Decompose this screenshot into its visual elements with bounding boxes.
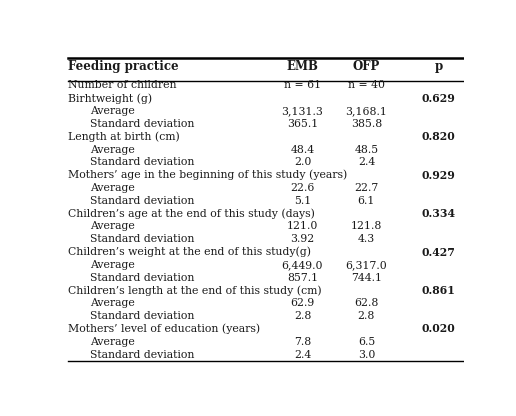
Text: Standard deviation: Standard deviation [90,311,194,321]
Text: Mothers’ level of education (years): Mothers’ level of education (years) [68,324,260,334]
Text: Standard deviation: Standard deviation [90,272,194,282]
Text: 48.4: 48.4 [291,144,315,154]
Text: 22.6: 22.6 [291,183,315,193]
Text: 5.1: 5.1 [294,196,311,206]
Text: Average: Average [90,260,135,270]
Text: n = 61: n = 61 [284,80,321,90]
Text: 0.020: 0.020 [422,323,455,334]
Text: 0.629: 0.629 [422,93,455,104]
Text: Children’s length at the end of this study (cm): Children’s length at the end of this stu… [68,285,321,296]
Text: 385.8: 385.8 [351,119,382,129]
Text: Number of children: Number of children [68,80,176,90]
Text: 2.4: 2.4 [358,157,375,167]
Text: 0.820: 0.820 [422,131,455,142]
Text: Average: Average [90,183,135,193]
Text: Average: Average [90,144,135,154]
Text: 857.1: 857.1 [287,272,318,282]
Text: 2.8: 2.8 [294,311,311,321]
Text: Standard deviation: Standard deviation [90,119,194,129]
Text: 0.427: 0.427 [422,247,455,258]
Text: 4.3: 4.3 [358,234,375,244]
Text: 3.92: 3.92 [291,234,315,244]
Text: 62.9: 62.9 [291,298,315,308]
Text: 744.1: 744.1 [351,272,382,282]
Text: 2.4: 2.4 [294,349,311,359]
Text: 0.334: 0.334 [422,208,456,219]
Text: EMB: EMB [286,60,318,74]
Text: 22.7: 22.7 [354,183,379,193]
Text: 62.8: 62.8 [354,298,379,308]
Text: 48.5: 48.5 [354,144,379,154]
Text: 3,168.1: 3,168.1 [346,106,388,116]
Text: Children’s weight at the end of this study(g): Children’s weight at the end of this stu… [68,247,311,258]
Text: 121.0: 121.0 [287,221,318,231]
Text: 6,317.0: 6,317.0 [346,260,388,270]
Text: 2.0: 2.0 [294,157,311,167]
Text: Standard deviation: Standard deviation [90,349,194,359]
Text: 6.1: 6.1 [358,196,375,206]
Text: OFP: OFP [353,60,380,74]
Text: p: p [434,60,443,74]
Text: Average: Average [90,221,135,231]
Text: 3,131.3: 3,131.3 [282,106,324,116]
Text: 365.1: 365.1 [287,119,318,129]
Text: 0.929: 0.929 [422,170,455,181]
Text: Average: Average [90,337,135,347]
Text: 3.0: 3.0 [358,349,375,359]
Text: Feeding practice: Feeding practice [68,60,179,74]
Text: 2.8: 2.8 [358,311,375,321]
Text: Birhtweight (g): Birhtweight (g) [68,93,152,104]
Text: 6.5: 6.5 [358,337,375,347]
Text: Children’s age at the end of this study (days): Children’s age at the end of this study … [68,208,315,219]
Text: 6,449.0: 6,449.0 [282,260,323,270]
Text: Mothers’ age in the beginning of this study (years): Mothers’ age in the beginning of this st… [68,170,347,181]
Text: Standard deviation: Standard deviation [90,234,194,244]
Text: Length at birth (cm): Length at birth (cm) [68,131,180,142]
Text: Standard deviation: Standard deviation [90,157,194,167]
Text: n = 40: n = 40 [348,80,385,90]
Text: 121.8: 121.8 [351,221,382,231]
Text: Standard deviation: Standard deviation [90,196,194,206]
Text: 7.8: 7.8 [294,337,311,347]
Text: Average: Average [90,298,135,308]
Text: Average: Average [90,106,135,116]
Text: 0.861: 0.861 [422,285,455,296]
